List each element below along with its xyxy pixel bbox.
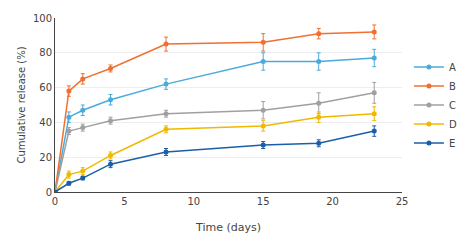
svg-text:80: 80 <box>39 47 52 58</box>
svg-text:10: 10 <box>187 196 200 207</box>
svg-text:Cumulative release (%): Cumulative release (%) <box>16 46 27 163</box>
svg-text:0: 0 <box>46 187 52 198</box>
svg-text:25: 25 <box>396 196 409 207</box>
svg-text:5: 5 <box>121 196 127 207</box>
svg-text:B: B <box>449 81 456 92</box>
svg-text:0: 0 <box>52 196 58 207</box>
svg-text:40: 40 <box>39 117 52 128</box>
svg-text:20: 20 <box>326 196 339 207</box>
svg-text:60: 60 <box>39 82 52 93</box>
svg-text:100: 100 <box>33 13 52 24</box>
svg-text:E: E <box>449 138 455 149</box>
svg-text:C: C <box>449 100 456 111</box>
svg-text:20: 20 <box>39 152 52 163</box>
svg-text:15: 15 <box>257 196 270 207</box>
svg-text:A: A <box>449 62 456 73</box>
svg-text:Time (days): Time (days) <box>195 221 261 234</box>
svg-text:D: D <box>449 119 457 130</box>
